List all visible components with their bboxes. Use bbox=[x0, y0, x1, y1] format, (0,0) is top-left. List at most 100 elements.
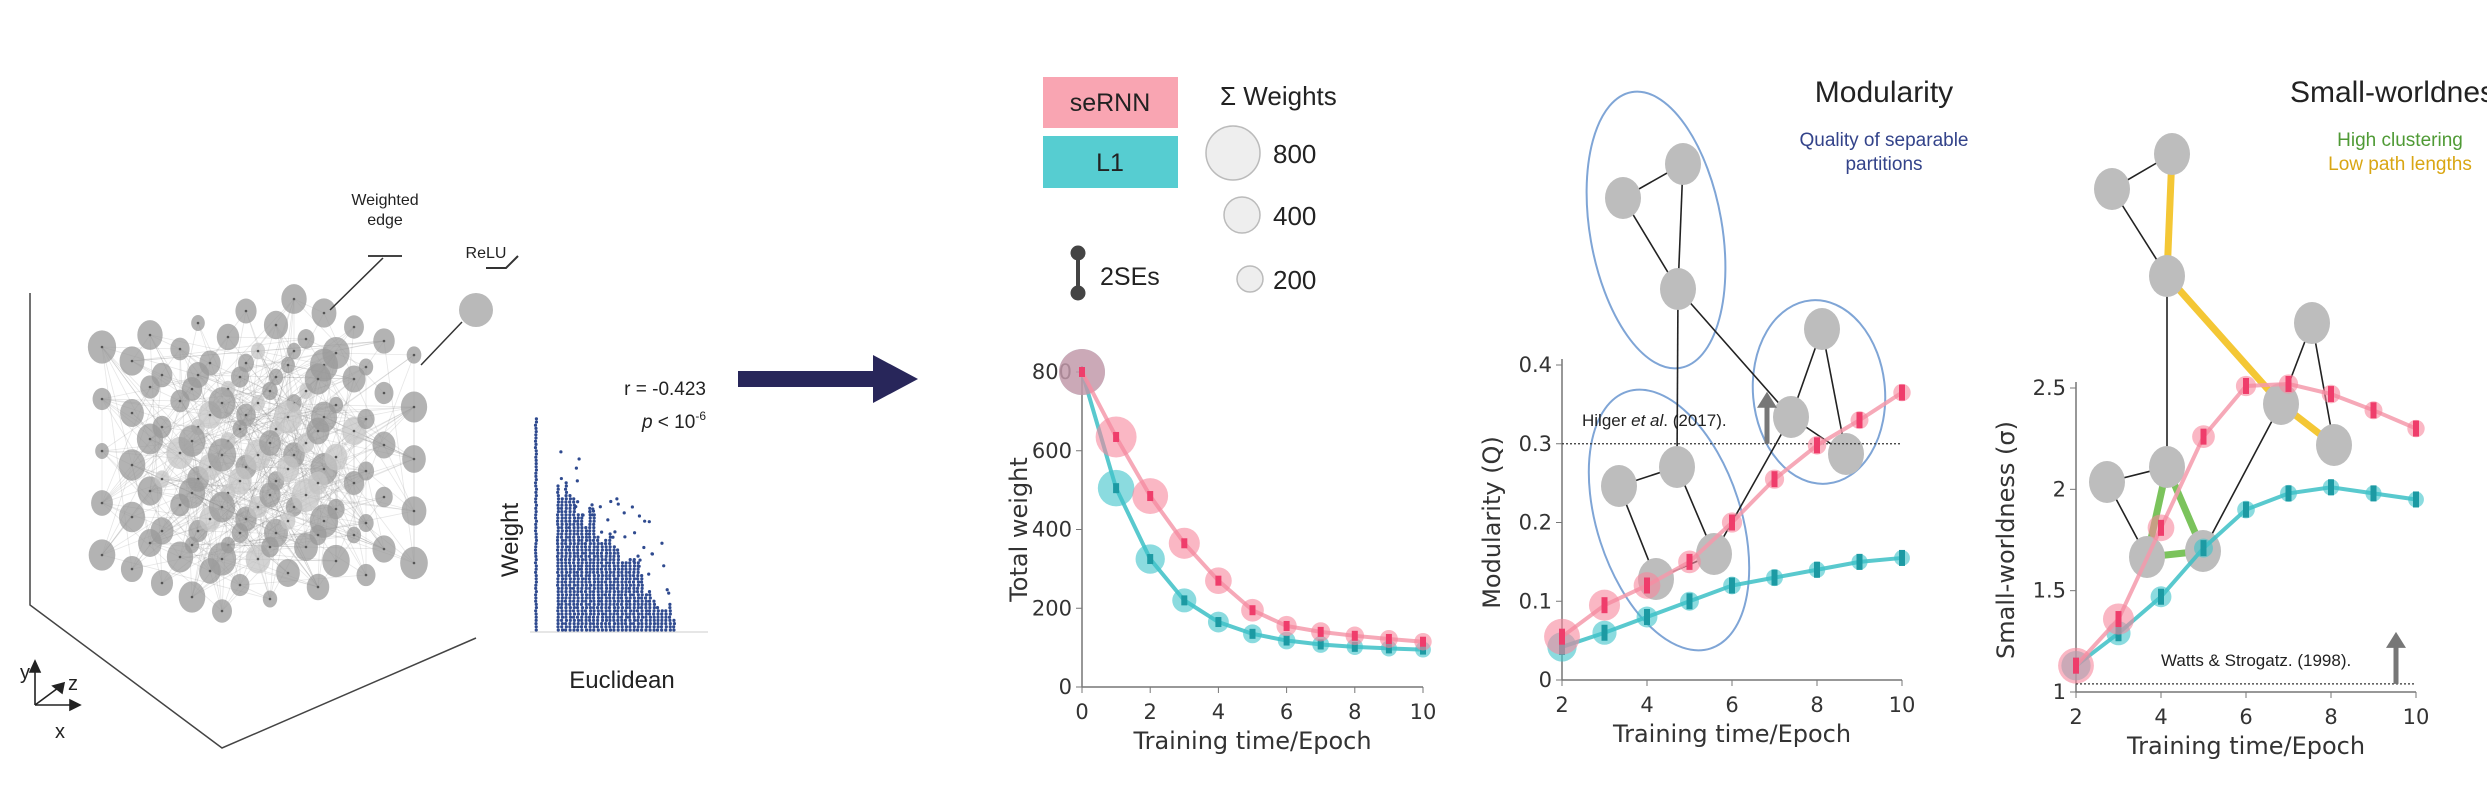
scatter-point bbox=[604, 567, 608, 571]
scatter-point bbox=[612, 558, 616, 562]
scatter-point bbox=[590, 503, 594, 507]
scatter-point bbox=[612, 615, 616, 619]
error-bar-sernn bbox=[2115, 611, 2122, 628]
x-tick-label: 4 bbox=[1212, 700, 1225, 724]
scatter-point bbox=[612, 618, 616, 623]
scatter-point bbox=[564, 606, 568, 610]
scatter-point bbox=[608, 558, 612, 562]
scatter-point bbox=[600, 602, 604, 607]
cube-edge bbox=[191, 388, 415, 564]
scatter-point bbox=[600, 615, 604, 619]
scatter-point bbox=[568, 551, 572, 555]
cube-edge bbox=[335, 406, 415, 458]
scatter-point bbox=[534, 615, 538, 619]
scatter-point bbox=[580, 522, 584, 527]
scatter-point bbox=[592, 548, 596, 552]
scatter-point bbox=[637, 514, 642, 518]
axis-y-label: y bbox=[20, 662, 30, 684]
scatter-point bbox=[568, 529, 572, 533]
scatter-point bbox=[624, 564, 628, 568]
cube-node-center bbox=[322, 519, 326, 523]
scatter-point bbox=[616, 558, 620, 562]
cube-node-center bbox=[100, 345, 104, 349]
scatter-point bbox=[665, 588, 669, 592]
scatter-point bbox=[534, 538, 539, 543]
scatter-point bbox=[652, 609, 656, 613]
scatter-point bbox=[584, 570, 589, 575]
scatter-point bbox=[608, 583, 612, 587]
scatter-point bbox=[616, 609, 620, 613]
scatter-point bbox=[560, 532, 564, 536]
scatter-point bbox=[624, 567, 628, 571]
scatter-point bbox=[599, 551, 604, 555]
scatter-point bbox=[580, 526, 584, 530]
scatter-point bbox=[632, 599, 637, 603]
y-tick-label: 0.1 bbox=[1519, 589, 1552, 613]
cube-node-center bbox=[148, 489, 152, 493]
scatter-point bbox=[592, 535, 596, 539]
scatter-point bbox=[596, 606, 600, 610]
scatter-point bbox=[608, 625, 612, 629]
scatter-point bbox=[564, 548, 568, 552]
scatter-point bbox=[604, 609, 608, 613]
scatter-point bbox=[572, 622, 576, 626]
scatter-point bbox=[564, 577, 568, 581]
scatter-point bbox=[576, 558, 581, 562]
scatter-point bbox=[580, 545, 584, 549]
scatter-point bbox=[560, 609, 564, 613]
cube-node-center bbox=[286, 467, 290, 471]
scatter-point bbox=[604, 628, 608, 632]
scatter-point bbox=[577, 457, 581, 461]
cube-node-center bbox=[148, 385, 152, 389]
scatter-point bbox=[560, 535, 564, 539]
scatter-point bbox=[564, 590, 568, 594]
scatter-point bbox=[672, 628, 676, 632]
scatter-point bbox=[560, 577, 565, 581]
scatter-point bbox=[616, 612, 620, 616]
scatter-point bbox=[600, 618, 605, 623]
scatter-point bbox=[596, 590, 600, 594]
scatter-point bbox=[648, 625, 652, 629]
correlation-p: p < 10-6 bbox=[641, 409, 706, 433]
scatter-point bbox=[533, 529, 538, 533]
scatter-point bbox=[592, 590, 596, 594]
scatter-point bbox=[612, 551, 616, 555]
cube-node-center bbox=[160, 425, 164, 429]
scatter-point bbox=[592, 570, 596, 575]
scatter-point bbox=[588, 529, 592, 533]
scatter-point bbox=[632, 583, 636, 587]
scatter-point bbox=[564, 497, 568, 501]
scatter-point bbox=[620, 612, 624, 616]
error-bar-sernn bbox=[2243, 377, 2249, 394]
scatter-point bbox=[575, 570, 580, 575]
scatter-point bbox=[583, 609, 588, 613]
scatter-point bbox=[600, 548, 604, 552]
scatter-point bbox=[533, 570, 538, 575]
scatter-point bbox=[534, 497, 538, 501]
scatter-point bbox=[560, 590, 564, 594]
scatter-point bbox=[592, 625, 596, 629]
cube-node-center bbox=[238, 427, 242, 431]
scatter-point bbox=[534, 526, 538, 530]
cube-node-center bbox=[364, 365, 368, 369]
cube-edge bbox=[131, 402, 295, 466]
floor-box-outline bbox=[29, 293, 477, 749]
scatter-point bbox=[636, 554, 640, 558]
scatter-point bbox=[616, 554, 621, 559]
scatter-point bbox=[556, 618, 560, 623]
scatter-point bbox=[568, 615, 573, 619]
scatter-point bbox=[556, 590, 560, 594]
cube-node-center bbox=[382, 443, 386, 447]
scatter-point bbox=[624, 628, 628, 632]
scatter-point bbox=[568, 503, 572, 507]
scatter-point bbox=[608, 548, 612, 552]
scatter-point bbox=[604, 618, 608, 623]
scatter-point bbox=[604, 596, 608, 600]
scatter-point bbox=[576, 529, 580, 533]
scatter-point bbox=[608, 538, 612, 543]
scatter-point bbox=[584, 586, 588, 591]
scatter-point bbox=[648, 609, 652, 613]
scatter-point bbox=[588, 628, 592, 632]
error-bar-l1 bbox=[1814, 561, 1820, 578]
error-bar-sernn bbox=[2158, 519, 2164, 536]
